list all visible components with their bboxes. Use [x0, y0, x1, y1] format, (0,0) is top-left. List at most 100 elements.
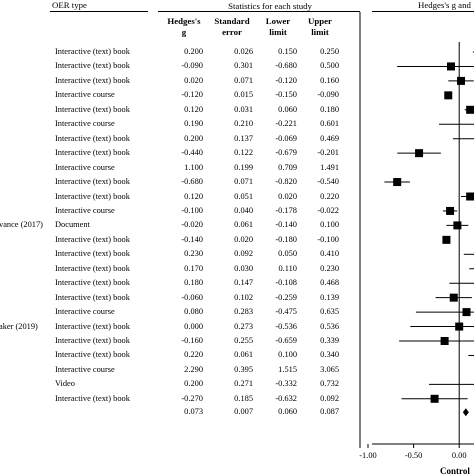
cell-lower: -0.679 [275, 148, 297, 158]
header-underline-type [50, 11, 148, 12]
cell-upper: -0.090 [317, 90, 339, 100]
cell-upper: -0.540 [317, 177, 339, 187]
cell-upper: 0.410 [320, 249, 339, 259]
oer-type-cell: Interactive (text) book [55, 234, 130, 244]
cell-g: 0.020 [184, 75, 203, 85]
cell-g: 0.220 [184, 350, 203, 360]
cell-se: 0.122 [234, 148, 253, 158]
x-tick-label: 0.00 [452, 451, 467, 460]
cell-se: 0.301 [234, 61, 253, 71]
cell-upper: 0.220 [320, 191, 339, 201]
oer-type-cell: Interactive (text) book [55, 278, 130, 288]
oer-type-cell: Interactive (text) book [55, 321, 130, 331]
cell-upper: 0.340 [320, 350, 339, 360]
effect-marker [393, 178, 402, 187]
cell-se: 0.026 [234, 47, 253, 56]
oer-type-cell: Interactive (text) book [55, 350, 130, 360]
cell-lower: -0.259 [275, 292, 297, 302]
oer-type-cell: Interactive (text) book [55, 263, 130, 273]
col-header-lower-1: Lower [265, 16, 291, 26]
cell-lower: -0.659 [275, 336, 297, 345]
cell-se: 0.271 [234, 379, 253, 389]
cell-g: 2.290 [184, 364, 203, 374]
cell-lower: -0.536 [275, 321, 297, 331]
cell-se: 0.040 [234, 205, 253, 215]
cell-se: 0.147 [234, 278, 253, 288]
effect-marker [466, 105, 474, 114]
cell-lower: -0.820 [275, 177, 297, 187]
col-header-hedges-1: Hedges's [167, 16, 201, 26]
study-label: aker (2019) [0, 321, 38, 331]
cell-g: 1.100 [184, 162, 203, 172]
cell-g: 0.230 [184, 249, 203, 259]
cell-upper: 0.230 [320, 263, 339, 273]
cell-upper: 0.469 [320, 133, 339, 143]
cell-se: 0.061 [234, 220, 253, 230]
oer-type-cell: Interactive (text) book [55, 133, 130, 143]
cell-upper: 0.160 [320, 75, 339, 85]
cell-g: -0.440 [181, 148, 203, 158]
oer-type-cell: Interactive (text) book [55, 148, 130, 158]
cell-lower: -0.140 [275, 220, 297, 230]
cell-lower: 1.515 [278, 364, 297, 374]
cell-se: 0.030 [234, 263, 253, 273]
cell-lower: -0.180 [275, 234, 297, 244]
cell-se: 0.185 [234, 393, 253, 403]
cell-se: 0.031 [234, 104, 253, 114]
cell-g: -0.100 [181, 205, 203, 215]
cell-se: 0.395 [234, 364, 253, 374]
cell-upper: 0.092 [320, 393, 339, 403]
header-oer-type: OER type [52, 0, 87, 10]
cell-upper: -0.201 [317, 148, 339, 158]
col-header-upper-1: Upper [308, 16, 332, 26]
cell-upper: -0.100 [317, 234, 339, 244]
cell-g: 0.000 [184, 321, 203, 331]
effect-marker [444, 91, 453, 100]
col-header-upper-2: limit [311, 27, 329, 37]
cell-lower: 0.150 [278, 47, 297, 56]
cell-lower: 0.050 [278, 249, 297, 259]
cell-se: 0.071 [234, 75, 253, 85]
axis-label-control: Control [440, 466, 470, 474]
cell-lower: -0.221 [275, 119, 297, 129]
cell-g: -0.680 [181, 177, 203, 187]
oer-type-cell: Interactive (text) book [55, 292, 130, 302]
study-label: vance (2017) [0, 220, 43, 230]
effect-marker [415, 149, 424, 158]
cell-g: 0.170 [184, 263, 203, 273]
oer-type-cell: Video [55, 379, 75, 389]
cell-se: 0.255 [234, 336, 253, 345]
cell-lower: -0.178 [275, 205, 297, 215]
oer-type-cell: Interactive (text) book [55, 393, 130, 403]
cell-g: -0.060 [181, 292, 203, 302]
oer-type-cell: Interactive (text) book [55, 191, 130, 201]
oer-type-cell: Interactive course [55, 205, 115, 215]
cell-upper: 1.491 [320, 162, 339, 172]
header-underline-stats [158, 11, 360, 12]
cell-lower: 0.020 [278, 191, 297, 201]
effect-marker [442, 235, 451, 244]
col-header-lower-2: limit [269, 27, 287, 37]
effect-marker [455, 322, 464, 331]
cell-se: 0.199 [234, 162, 253, 172]
oer-type-cell: Interactive (text) book [55, 177, 130, 187]
cell-g: 0.190 [184, 119, 203, 129]
cell-se: 0.015 [234, 90, 253, 100]
cell-se: 0.273 [234, 321, 253, 331]
cell-lower: 0.100 [278, 350, 297, 360]
oer-type-cell: Interactive (text) book [55, 336, 130, 345]
cell-upper: -0.022 [317, 205, 339, 215]
effect-marker [462, 308, 471, 317]
summary-lower: 0.060 [278, 407, 297, 417]
cell-upper: 0.100 [320, 220, 339, 230]
effect-marker [430, 394, 439, 403]
oer-type-cell: Interactive (text) book [55, 249, 130, 259]
summary-upper: 0.087 [320, 407, 339, 417]
effect-marker [449, 293, 458, 302]
cell-lower: -0.150 [275, 90, 297, 100]
cell-g: -0.020 [181, 220, 203, 230]
cell-upper: 3.065 [320, 364, 339, 374]
cell-g: -0.270 [181, 393, 203, 403]
cell-lower: -0.475 [275, 307, 297, 317]
